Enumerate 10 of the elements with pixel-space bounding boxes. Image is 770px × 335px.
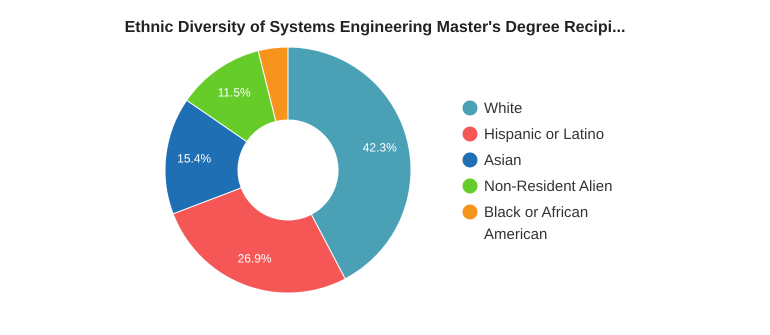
- data-label: 11.5%: [218, 85, 252, 100]
- legend-label: White: [484, 100, 522, 116]
- data-label: 26.9%: [238, 251, 272, 266]
- data-label: 42.3%: [362, 140, 398, 154]
- legend-label: Hispanic or Latino: [484, 126, 604, 142]
- data-label: 15.4%: [177, 152, 212, 166]
- chart-title: Ethnic Diversity of Systems Engineering Master's Degree Recipi...: [124, 19, 626, 36]
- legend-label: Asian: [484, 152, 522, 168]
- legend-label: Non-Resident Alien: [484, 178, 612, 194]
- legend-label: Black or African American: [484, 204, 588, 242]
